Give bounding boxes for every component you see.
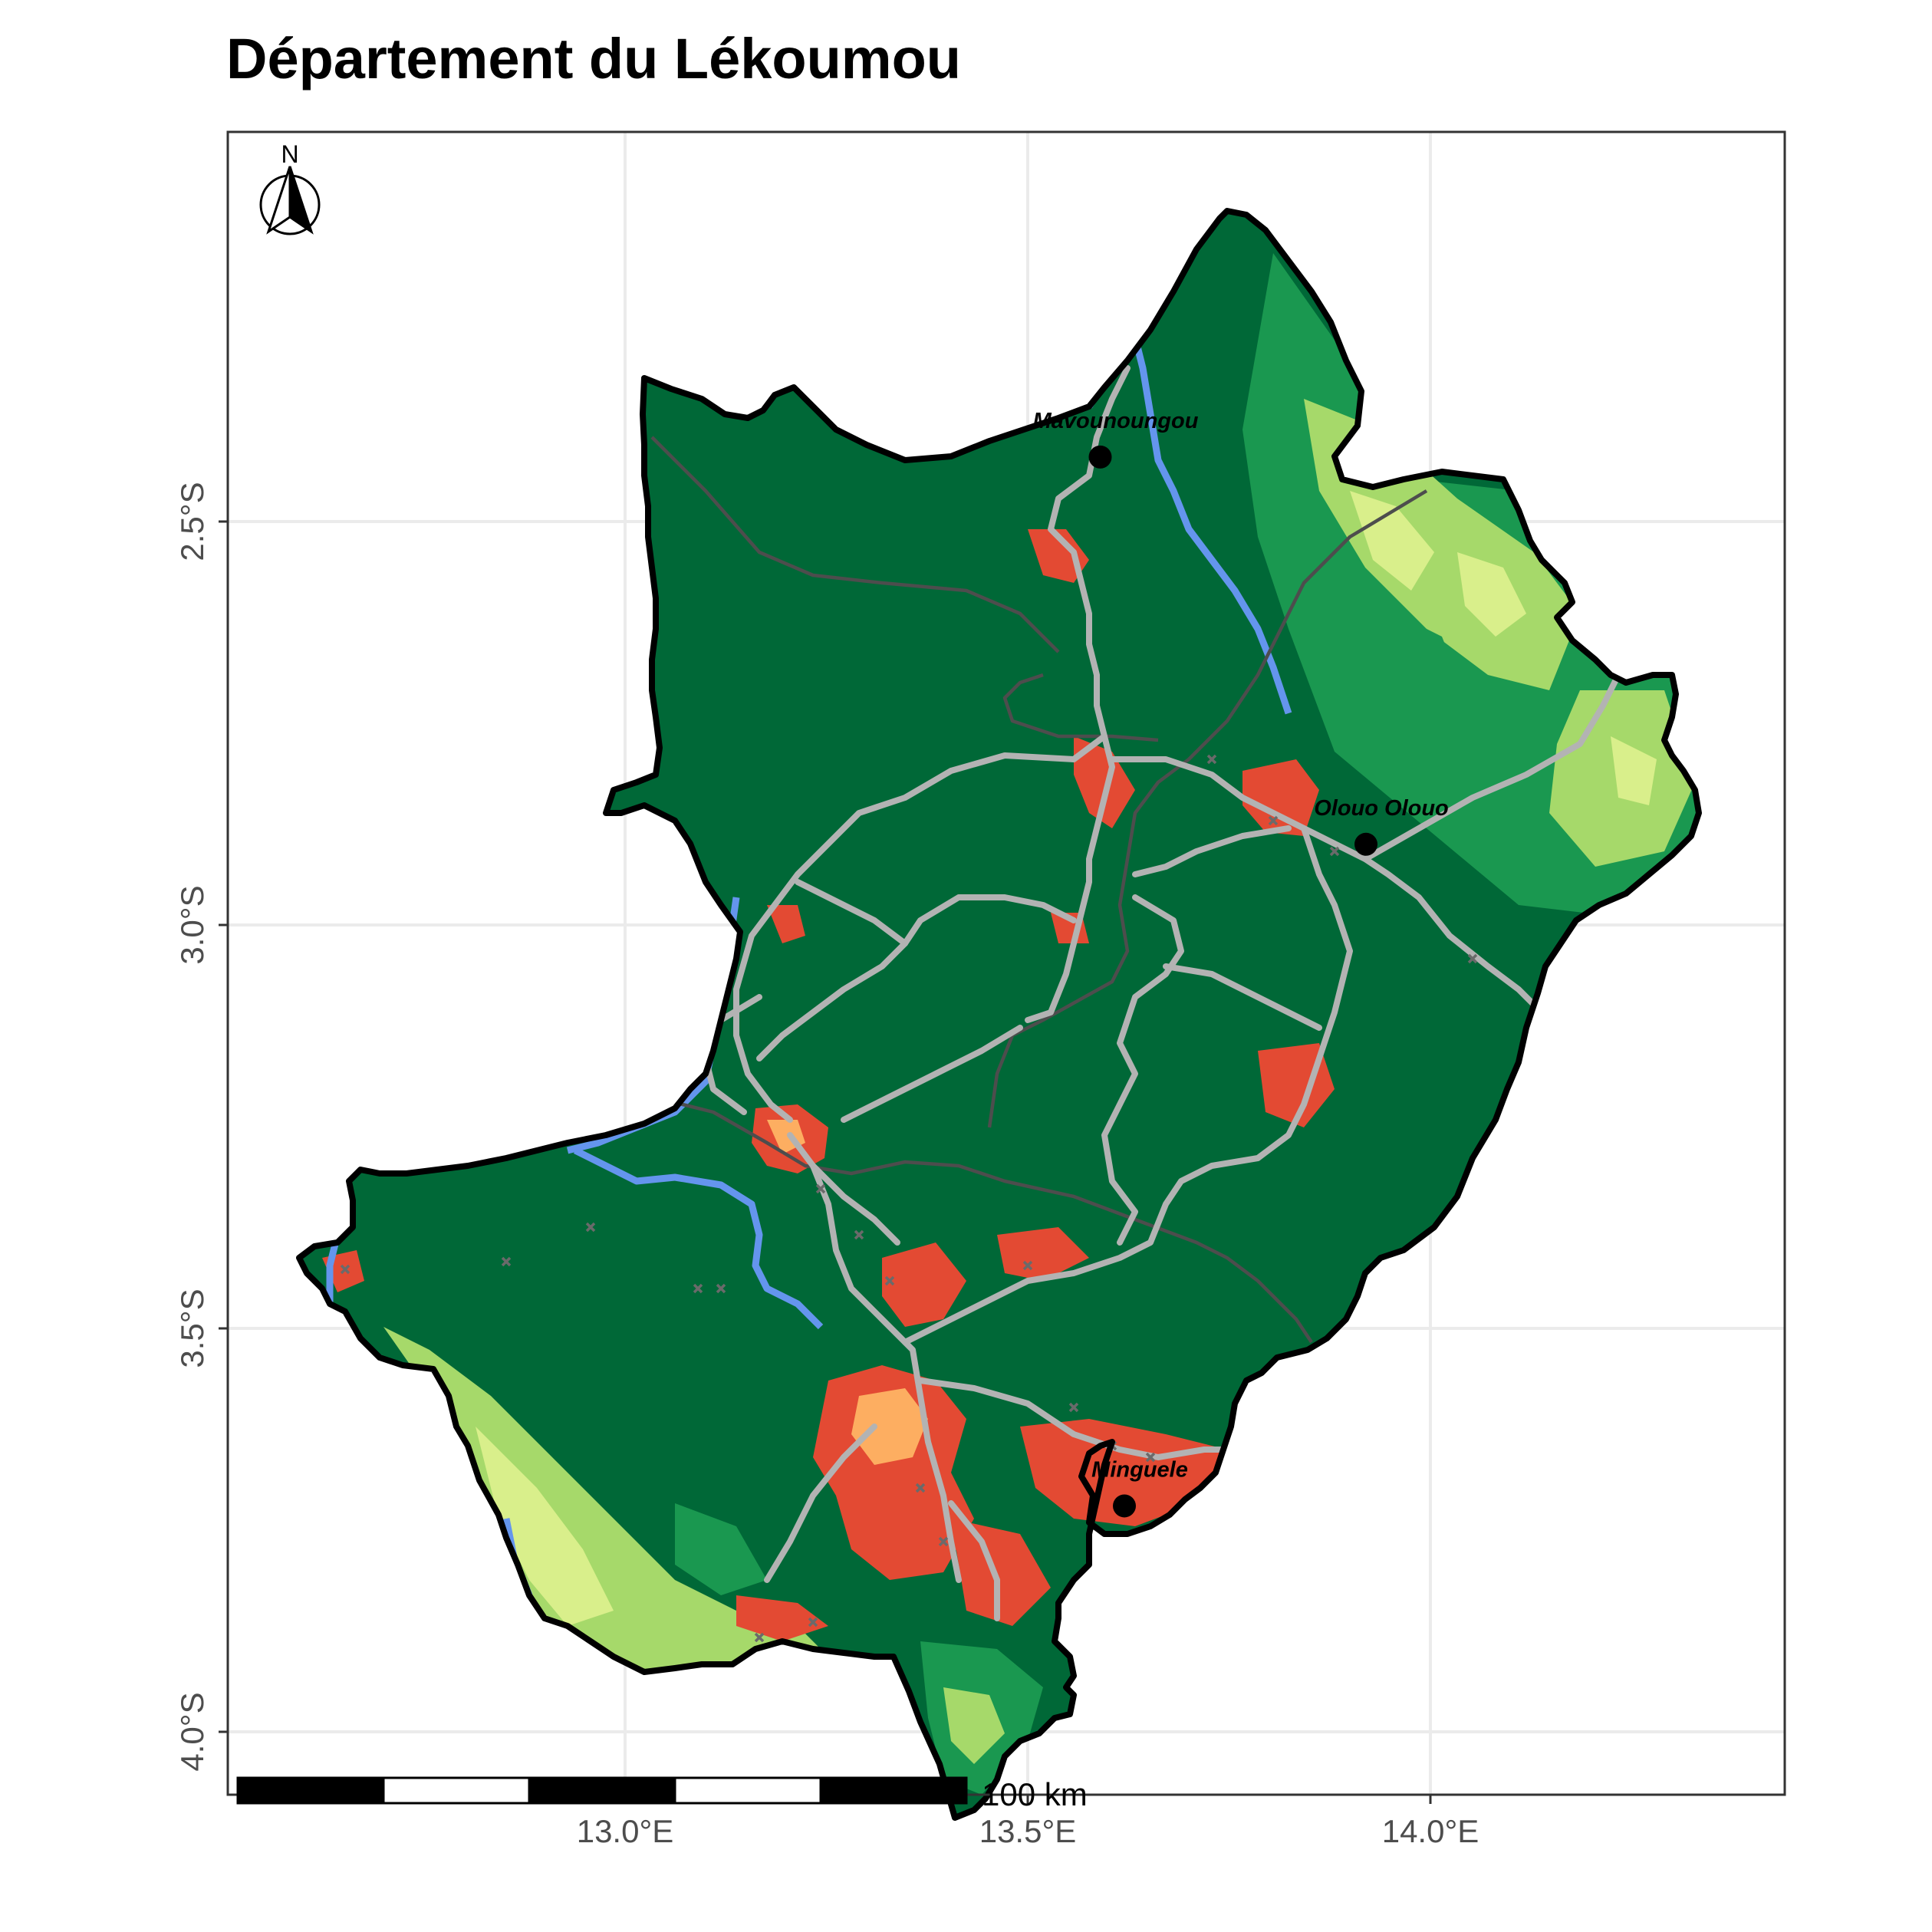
roads <box>703 365 1621 1621</box>
place-label: Olouo Olouo <box>1314 796 1449 821</box>
scale-bar-segment <box>528 1776 676 1805</box>
tracks <box>650 436 1428 1344</box>
x-tick-label: 14.0°E <box>1382 1813 1479 1849</box>
place-marker <box>1088 445 1112 469</box>
place-markers: Mavounoungou Olouo Olouo Minguele <box>1033 409 1449 1518</box>
y-tick-label: 4.0°S <box>174 1692 210 1771</box>
settlement-areas <box>322 529 1335 1641</box>
north-arrow-icon <box>259 166 321 235</box>
y-tick-label: 2.5°S <box>174 482 210 561</box>
north-label: N <box>281 140 298 168</box>
scale-bar-segment <box>382 1776 531 1805</box>
x-tick-label: 13.0°E <box>577 1813 674 1849</box>
y-tick-label: 3.5°S <box>174 1289 210 1368</box>
map-title: Département du Lékoumou <box>226 27 961 91</box>
place-marker <box>1113 1494 1136 1518</box>
department-boundary <box>296 208 1702 1821</box>
x-axis: 13.0°E 13.5°E 14.0°E <box>577 1795 1479 1849</box>
scale-bar: 100 km <box>236 1776 1088 1812</box>
place-marker <box>1354 832 1377 856</box>
scale-bar-segment <box>819 1776 968 1805</box>
scale-bar-segment <box>673 1776 822 1805</box>
panel-border <box>226 130 1786 1796</box>
y-axis: 2.5°S 3.0°S 3.5°S 4.0°S <box>174 482 228 1772</box>
scale-bar-segment <box>236 1776 385 1805</box>
scale-bar-label: 100 km <box>982 1776 1088 1812</box>
y-tick-label: 3.0°S <box>174 885 210 964</box>
x-tick-label: 13.5°E <box>979 1813 1077 1849</box>
savanna-southwest <box>383 1327 1043 1795</box>
place-label: Minguele <box>1091 1457 1188 1482</box>
place-label: Mavounoungou <box>1033 409 1199 433</box>
north-arrow: N <box>259 140 321 235</box>
